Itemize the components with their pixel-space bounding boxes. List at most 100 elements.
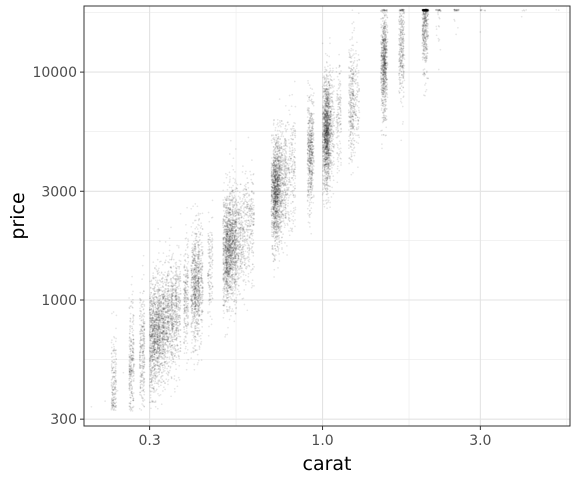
data-point <box>196 293 198 295</box>
data-point <box>225 301 227 303</box>
data-point <box>155 296 157 298</box>
data-point <box>154 356 156 358</box>
data-point <box>130 401 132 403</box>
data-point <box>194 287 196 289</box>
data-point <box>158 379 160 381</box>
data-point <box>149 320 151 322</box>
data-point <box>129 389 131 391</box>
data-point <box>194 332 196 334</box>
data-point <box>130 360 132 362</box>
data-point <box>159 328 161 330</box>
data-point <box>184 284 186 286</box>
data-point <box>191 269 193 271</box>
data-point <box>128 360 130 362</box>
data-point <box>111 372 113 374</box>
data-point <box>223 231 225 233</box>
data-point <box>174 279 176 281</box>
data-point <box>177 385 179 387</box>
data-point <box>229 153 231 155</box>
data-point <box>160 394 162 396</box>
data-point <box>114 364 116 366</box>
data-point <box>225 280 227 282</box>
data-point <box>228 215 230 217</box>
data-point <box>131 276 133 278</box>
data-point <box>128 405 130 407</box>
data-point <box>194 274 196 276</box>
data-point <box>211 243 213 245</box>
data-point <box>161 403 163 405</box>
data-point <box>139 355 141 357</box>
data-point <box>226 265 228 267</box>
data-point <box>172 295 174 297</box>
data-point <box>131 376 133 378</box>
data-point <box>207 282 209 284</box>
data-point <box>163 316 165 318</box>
data-point <box>179 302 181 304</box>
data-point <box>113 386 115 388</box>
data-point <box>132 334 134 336</box>
data-point <box>161 317 163 319</box>
data-point <box>201 242 203 244</box>
data-point <box>198 212 200 214</box>
data-point <box>191 256 193 258</box>
data-point <box>155 340 157 342</box>
data-point <box>222 305 224 307</box>
data-point <box>185 238 187 240</box>
data-point <box>208 212 210 214</box>
data-point <box>225 240 227 242</box>
data-point <box>175 317 177 319</box>
data-point <box>211 232 213 234</box>
data-point <box>174 307 176 309</box>
data-point <box>223 230 225 232</box>
data-point <box>158 371 160 373</box>
data-point <box>196 322 198 324</box>
data-point <box>176 380 178 382</box>
data-point <box>198 360 200 362</box>
data-point <box>191 310 193 312</box>
data-point <box>198 258 200 260</box>
data-point <box>185 326 187 328</box>
data-point <box>198 248 200 250</box>
data-point <box>152 295 154 297</box>
data-point <box>173 266 175 268</box>
data-point <box>158 271 160 273</box>
data-point <box>184 305 186 307</box>
data-point <box>169 244 171 246</box>
data-point <box>197 364 199 366</box>
data-point <box>191 300 193 302</box>
data-point <box>170 267 172 269</box>
data-point <box>155 265 157 267</box>
data-point <box>153 303 155 305</box>
data-point <box>223 293 225 295</box>
data-point <box>150 349 152 351</box>
data-point <box>198 263 200 265</box>
data-point <box>198 231 200 233</box>
data-point <box>140 313 142 315</box>
data-point <box>133 329 135 331</box>
data-point <box>150 294 152 296</box>
data-point <box>169 334 171 336</box>
data-point <box>144 336 146 338</box>
data-point <box>152 272 154 274</box>
data-point <box>164 261 166 263</box>
data-point <box>150 314 152 316</box>
data-point <box>199 347 201 349</box>
data-point <box>211 324 213 326</box>
data-point <box>131 373 133 375</box>
data-point <box>179 276 181 278</box>
data-point <box>198 297 200 299</box>
data-point <box>225 295 227 297</box>
data-point <box>155 364 157 366</box>
data-point <box>199 287 201 289</box>
data-point <box>169 350 171 352</box>
data-point <box>165 298 167 300</box>
data-point <box>113 367 115 369</box>
data-point <box>174 391 176 393</box>
data-point <box>154 379 156 381</box>
data-point <box>161 315 163 317</box>
data-point <box>226 228 228 230</box>
data-point <box>129 336 131 338</box>
data-point <box>157 273 159 275</box>
data-point <box>142 338 144 340</box>
data-point <box>173 311 175 313</box>
